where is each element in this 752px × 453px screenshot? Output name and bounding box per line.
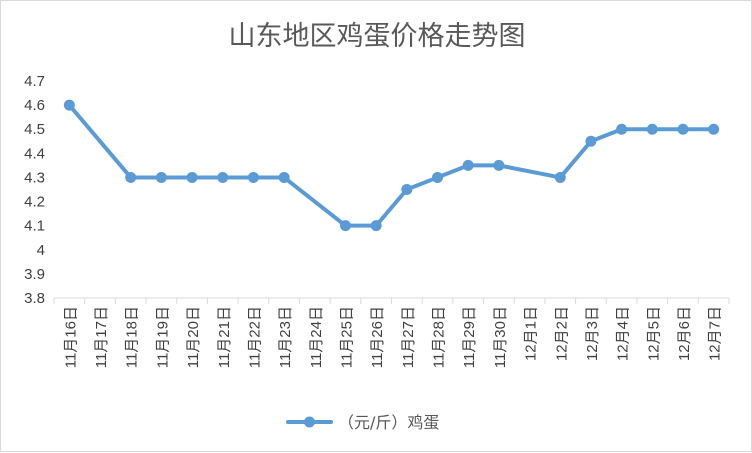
x-tick-label: 11月16日	[62, 306, 79, 368]
data-point	[493, 159, 505, 171]
x-tick-label: 12月4日	[615, 306, 632, 361]
data-point	[278, 171, 290, 183]
legend: （元/斤）鸡蛋	[286, 413, 439, 432]
y-tick-label: 4.2	[24, 194, 45, 211]
data-point	[339, 220, 351, 232]
data-point	[370, 220, 382, 232]
legend-label: （元/斤）鸡蛋	[338, 413, 439, 432]
x-tick-label: 11月22日	[246, 306, 263, 368]
x-tick-label: 11月25日	[338, 306, 355, 368]
y-tick-label: 4.4	[24, 145, 45, 162]
series-layer	[63, 99, 720, 232]
x-tick-label: 12月2日	[553, 306, 570, 361]
y-tick-label: 4.1	[24, 218, 45, 235]
y-tick-labels: 4.7 4.6 4.5 4.4 4.3 4.2 4.1 4 3.9 3.8	[24, 73, 45, 307]
data-point	[401, 184, 413, 195]
x-tick-label: 11月17日	[93, 306, 110, 368]
legend-dot-marker	[304, 416, 315, 428]
x-tick-label: 12月1日	[523, 306, 540, 361]
data-point	[63, 99, 75, 111]
y-tick-label: 4	[37, 242, 45, 259]
x-tick-label: 12月6日	[676, 306, 693, 361]
data-point	[217, 171, 229, 183]
data-point	[186, 171, 198, 183]
y-tick-label: 4.7	[24, 73, 45, 90]
x-tick-label: 11月19日	[154, 306, 171, 368]
x-tick-label: 11月23日	[277, 306, 294, 368]
x-tick-labels: 11月16日 11月17日 11月18日 11月19日 11月20日 11月21日 11月2…	[62, 306, 723, 368]
data-point	[125, 171, 137, 183]
series-line	[67, 103, 716, 228]
x-tick-label: 11月26日	[369, 306, 386, 368]
data-point	[462, 159, 474, 171]
y-tick-label: 4.3	[24, 169, 45, 186]
data-point	[616, 123, 628, 135]
data-point	[155, 171, 167, 183]
x-tick-label: 12月7日	[707, 306, 724, 361]
x-tick-label: 11月28日	[431, 306, 448, 368]
data-point	[677, 123, 689, 135]
y-tick-label: 4.5	[24, 121, 45, 138]
x-tick-label: 12月3日	[584, 306, 601, 361]
data-point	[432, 171, 444, 183]
y-tick-label: 3.9	[24, 266, 45, 283]
x-tick-label: 11月29日	[461, 306, 478, 368]
x-tick-label: 11月24日	[308, 306, 325, 368]
data-point	[585, 135, 597, 147]
axes	[53, 297, 730, 304]
data-point	[247, 171, 259, 183]
x-tick-label: 11月27日	[400, 306, 417, 368]
y-tick-label: 4.6	[24, 97, 45, 114]
x-tick-label: 12月5日	[645, 306, 662, 361]
x-tick-label: 11月30日	[492, 306, 509, 368]
data-point	[554, 171, 566, 183]
chart-title: 山东地区鸡蛋价格走势图	[229, 21, 526, 52]
data-point	[646, 123, 658, 135]
data-point	[708, 123, 720, 135]
x-tick-label: 11月18日	[124, 306, 141, 368]
y-tick-label: 3.8	[24, 290, 45, 307]
x-tick-label: 11月21日	[216, 306, 233, 368]
x-tick-label: 11月20日	[185, 306, 202, 368]
